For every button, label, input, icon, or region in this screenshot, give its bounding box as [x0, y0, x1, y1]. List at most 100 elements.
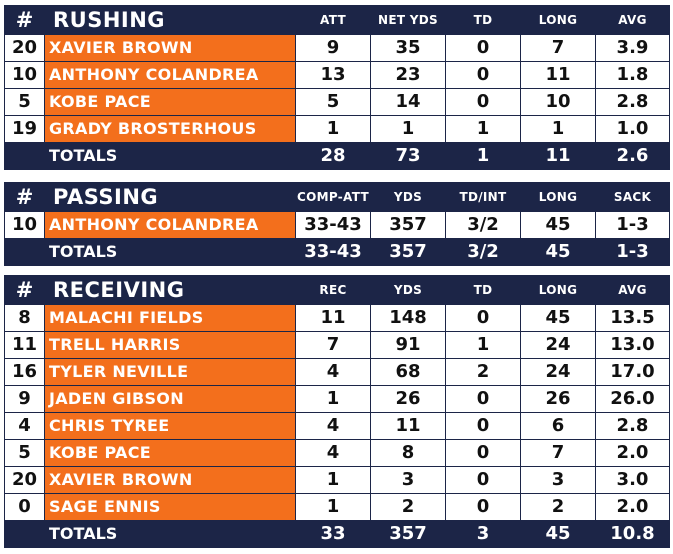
totals-spacer [4, 142, 45, 170]
receiving-table: # RECEIVING REC YDS TD LONG AVG 8 MALACHI FIELDS… [4, 275, 670, 548]
jersey-number: 0 [4, 493, 45, 521]
totals-spacer [4, 238, 45, 266]
stat-value: 24 [520, 331, 596, 359]
receiving-totals-row: TOTALS 33 357 3 45 10.8 [4, 520, 670, 548]
stat-value: 45 [520, 304, 596, 332]
jersey-number-header: # [4, 5, 45, 35]
jersey-number: 20 [4, 466, 45, 494]
column-header: ATT [295, 5, 371, 35]
column-header: SACK [595, 182, 670, 212]
stat-value: 2.8 [595, 88, 670, 116]
stat-value: 5 [295, 88, 371, 116]
jersey-number: 5 [4, 88, 45, 116]
stat-value: 4 [295, 412, 371, 440]
receiving-header-row: # RECEIVING REC YDS TD LONG AVG [4, 275, 670, 305]
stat-value: 14 [370, 88, 446, 116]
stat-value: 4 [295, 358, 371, 386]
table-row: 20 XAVIER BROWN 9 35 0 7 3.9 [4, 34, 670, 62]
stat-value: 0 [445, 88, 521, 116]
jersey-number: 4 [4, 412, 45, 440]
player-name: JADEN GIBSON [44, 385, 296, 413]
table-row: 8 MALACHI FIELDS 11 148 0 45 13.5 [4, 304, 670, 332]
jersey-number: 19 [4, 115, 45, 143]
player-name: XAVIER BROWN [44, 34, 296, 62]
stat-value: 1 [520, 115, 596, 143]
totals-value: 3/2 [445, 238, 521, 266]
totals-value: 357 [370, 520, 446, 548]
stat-value: 7 [295, 331, 371, 359]
table-row: 11 TRELL HARRIS 7 91 1 24 13.0 [4, 331, 670, 359]
totals-value: 45 [520, 238, 596, 266]
stat-value: 0 [445, 439, 521, 467]
stat-value: 3.9 [595, 34, 670, 62]
stat-value: 2.8 [595, 412, 670, 440]
stat-value: 0 [445, 304, 521, 332]
stat-value: 35 [370, 34, 446, 62]
stat-value: 2 [520, 493, 596, 521]
table-row: 20 XAVIER BROWN 1 3 0 3 3.0 [4, 466, 670, 494]
column-header: YDS [370, 182, 446, 212]
jersey-number: 16 [4, 358, 45, 386]
totals-value: 357 [370, 238, 446, 266]
column-header: AVG [595, 5, 670, 35]
stat-value: 0 [445, 493, 521, 521]
table-row: 10 ANTHONY COLANDREA 13 23 0 11 1.8 [4, 61, 670, 89]
stat-value: 1.8 [595, 61, 670, 89]
totals-value: 1 [445, 142, 521, 170]
column-header: TD/INT [445, 182, 521, 212]
section-title: RUSHING [44, 5, 296, 35]
stat-value: 26.0 [595, 385, 670, 413]
jersey-number: 9 [4, 385, 45, 413]
section-title: RECEIVING [44, 275, 296, 305]
stat-value: 2 [445, 358, 521, 386]
player-name: XAVIER BROWN [44, 466, 296, 494]
stat-value: 3.0 [595, 466, 670, 494]
stat-value: 26 [520, 385, 596, 413]
stat-value: 3/2 [445, 211, 521, 239]
totals-value: 3 [445, 520, 521, 548]
totals-label: TOTALS [44, 142, 296, 170]
column-header: LONG [520, 5, 596, 35]
totals-value: 10.8 [595, 520, 670, 548]
rushing-totals-row: TOTALS 28 73 1 11 2.6 [4, 142, 670, 170]
player-name: TRELL HARRIS [44, 331, 296, 359]
table-row: 19 GRADY BROSTERHOUS 1 1 1 1 1.0 [4, 115, 670, 143]
table-row: 10 ANTHONY COLANDREA 33-43 357 3/2 45 1-3 [4, 211, 670, 239]
column-header: NET YDS [370, 5, 446, 35]
stat-value: 7 [520, 439, 596, 467]
stat-value: 3 [520, 466, 596, 494]
stat-value: 2.0 [595, 439, 670, 467]
stat-value: 13 [295, 61, 371, 89]
table-row: 9 JADEN GIBSON 1 26 0 26 26.0 [4, 385, 670, 413]
player-name: TYLER NEVILLE [44, 358, 296, 386]
stat-value: 45 [520, 211, 596, 239]
totals-spacer [4, 520, 45, 548]
stat-value: 1-3 [595, 211, 670, 239]
passing-header-row: # PASSING COMP-ATT YDS TD/INT LONG SACK [4, 182, 670, 212]
stat-value: 7 [520, 34, 596, 62]
column-header: YDS [370, 275, 446, 305]
player-name: GRADY BROSTERHOUS [44, 115, 296, 143]
stat-value: 1 [445, 115, 521, 143]
column-header: COMP-ATT [295, 182, 371, 212]
stat-value: 9 [295, 34, 371, 62]
stat-value: 11 [295, 304, 371, 332]
stat-value: 3 [370, 466, 446, 494]
totals-value: 1-3 [595, 238, 670, 266]
section-title: PASSING [44, 182, 296, 212]
stat-value: 0 [445, 466, 521, 494]
player-name: MALACHI FIELDS [44, 304, 296, 332]
totals-label: TOTALS [44, 520, 296, 548]
stat-value: 1 [295, 466, 371, 494]
stat-value: 1 [295, 385, 371, 413]
column-header: TD [445, 275, 521, 305]
totals-value: 45 [520, 520, 596, 548]
totals-value: 33-43 [295, 238, 371, 266]
player-name: KOBE PACE [44, 439, 296, 467]
stat-value: 11 [370, 412, 446, 440]
totals-value: 28 [295, 142, 371, 170]
stat-value: 357 [370, 211, 446, 239]
passing-table: # PASSING COMP-ATT YDS TD/INT LONG SACK 10 ANTHO… [4, 182, 670, 266]
stat-value: 4 [295, 439, 371, 467]
jersey-number-header: # [4, 275, 45, 305]
